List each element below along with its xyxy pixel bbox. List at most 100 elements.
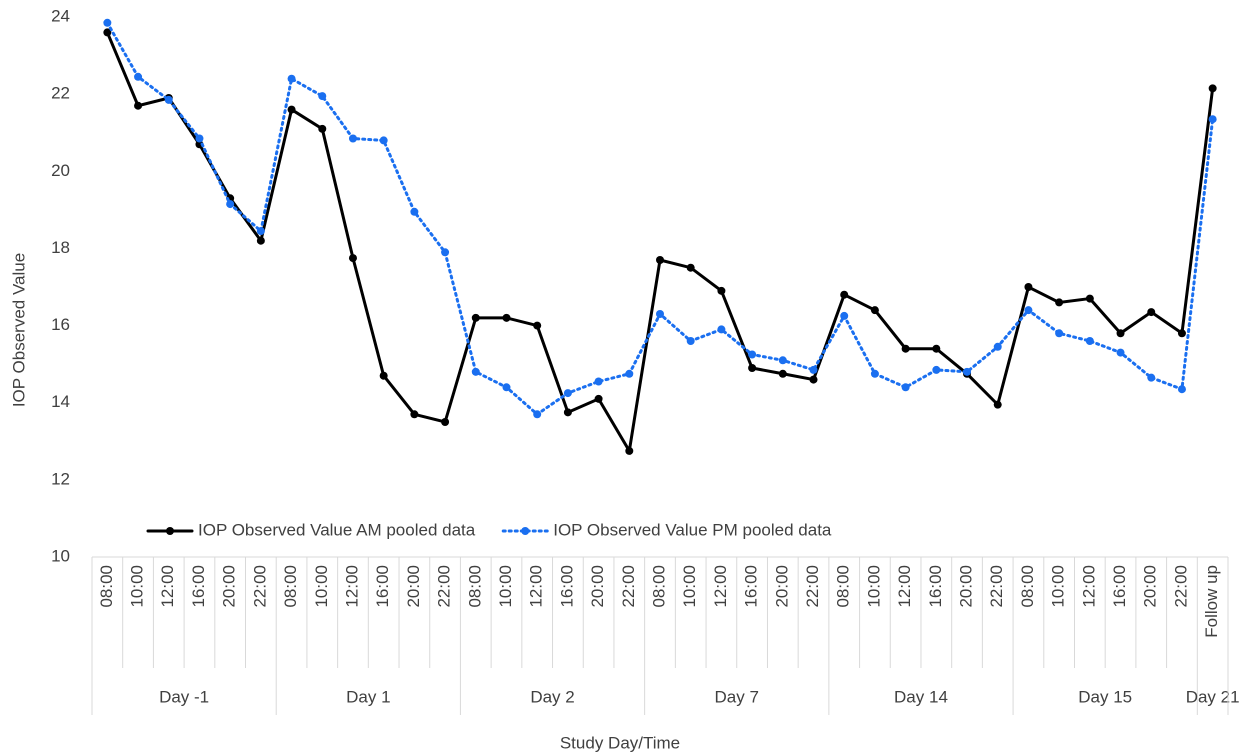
y-axis-title: IOP Observed Value (9, 253, 28, 407)
data-point (1116, 329, 1125, 338)
y-tick-label: 18 (51, 238, 70, 257)
data-point (870, 369, 879, 378)
data-point (594, 377, 603, 386)
x-tick-label: 08:00 (281, 565, 300, 608)
legend-marker (166, 527, 174, 535)
data-point (533, 321, 542, 330)
data-point (963, 367, 972, 376)
x-tick-label: 22:00 (1171, 565, 1190, 608)
data-point (1055, 298, 1064, 307)
x-tick-label: 22:00 (250, 565, 269, 608)
data-point (1085, 337, 1094, 345)
data-point (441, 418, 450, 426)
data-point (533, 410, 542, 419)
x-tick-label: 08:00 (649, 565, 668, 608)
data-point (594, 394, 603, 403)
data-point (441, 248, 450, 257)
x-tick-label: 22:00 (619, 565, 638, 608)
y-tick-label: 12 (51, 469, 70, 488)
data-point (410, 410, 419, 419)
data-point (164, 95, 173, 104)
data-point (256, 236, 265, 245)
data-point (563, 408, 572, 417)
x-tick-label: 16:00 (1110, 565, 1129, 608)
x-tick-label: 12:00 (342, 565, 361, 608)
x-tick-label: 22:00 (803, 565, 822, 608)
data-point (195, 134, 204, 143)
data-point (103, 28, 112, 37)
x-tick-label: 10:00 (128, 565, 147, 608)
data-point (809, 365, 818, 374)
data-point (1177, 385, 1186, 394)
data-point (563, 389, 572, 398)
y-tick-label: 24 (51, 6, 70, 25)
data-point (993, 342, 1002, 351)
y-tick-label: 10 (51, 546, 70, 565)
data-point (1208, 84, 1217, 93)
data-point (748, 350, 757, 359)
x-tick-label: 22:00 (987, 565, 1006, 608)
series-line (105, 21, 1215, 417)
x-tick-label: 16:00 (557, 565, 576, 608)
data-point (932, 344, 941, 353)
x-tick-label: 16:00 (926, 565, 945, 608)
data-point (348, 254, 357, 263)
x-tick-label: 10:00 (680, 565, 699, 608)
x-tick-label: 16:00 (742, 565, 761, 608)
data-point (656, 310, 664, 318)
data-point (471, 313, 480, 322)
legend-marker (521, 527, 530, 535)
legend-label: IOP Observed Value AM pooled data (198, 520, 476, 539)
data-point (502, 383, 511, 392)
data-point (840, 311, 849, 320)
x-tick-label: 20:00 (220, 565, 239, 608)
data-point (318, 124, 327, 133)
x-tick-label: 22:00 (435, 565, 454, 608)
data-point (717, 325, 726, 334)
x-tick-label: 12:00 (527, 565, 546, 608)
y-tick-label: 20 (51, 161, 70, 180)
group-label: Day 1 (346, 687, 390, 706)
data-point (134, 72, 143, 81)
data-point (1147, 373, 1156, 382)
x-tick-label: 12:00 (711, 565, 730, 608)
data-point (379, 136, 388, 145)
x-tick-label: 10:00 (1049, 565, 1068, 608)
data-point (1208, 115, 1217, 124)
x-tick-label: 10:00 (312, 565, 331, 608)
data-point (134, 101, 143, 110)
x-tick-label: 12:00 (895, 565, 914, 608)
data-point (686, 263, 695, 272)
group-label: Day 7 (715, 687, 759, 706)
group-label: Day 14 (894, 687, 948, 706)
data-point (256, 227, 265, 236)
x-tick-label: 08:00 (465, 565, 484, 608)
x-tick-label: 16:00 (373, 565, 392, 608)
data-point (287, 105, 296, 114)
x-tick-label: Follow up (1202, 565, 1221, 638)
data-point (993, 400, 1002, 409)
group-label: Day -1 (159, 687, 209, 706)
data-point (318, 92, 327, 101)
x-tick-label: 08:00 (1018, 565, 1037, 608)
y-tick-label: 14 (51, 392, 70, 411)
x-tick-label: 20:00 (772, 565, 791, 608)
data-point (287, 74, 296, 83)
data-point (840, 290, 849, 299)
x-tick-label: 16:00 (189, 565, 208, 608)
data-point (778, 356, 787, 365)
data-point (379, 371, 388, 380)
data-point (1085, 294, 1094, 303)
data-point (103, 18, 112, 27)
data-point (1024, 306, 1033, 315)
x-tick-label: 12:00 (158, 565, 177, 608)
x-tick-label: 10:00 (496, 565, 515, 608)
x-tick-label: 08:00 (834, 565, 853, 608)
data-point (686, 337, 695, 345)
data-point (1024, 283, 1033, 291)
data-point (809, 375, 818, 384)
data-point (226, 200, 235, 209)
data-point (348, 134, 357, 143)
data-point (717, 286, 726, 295)
